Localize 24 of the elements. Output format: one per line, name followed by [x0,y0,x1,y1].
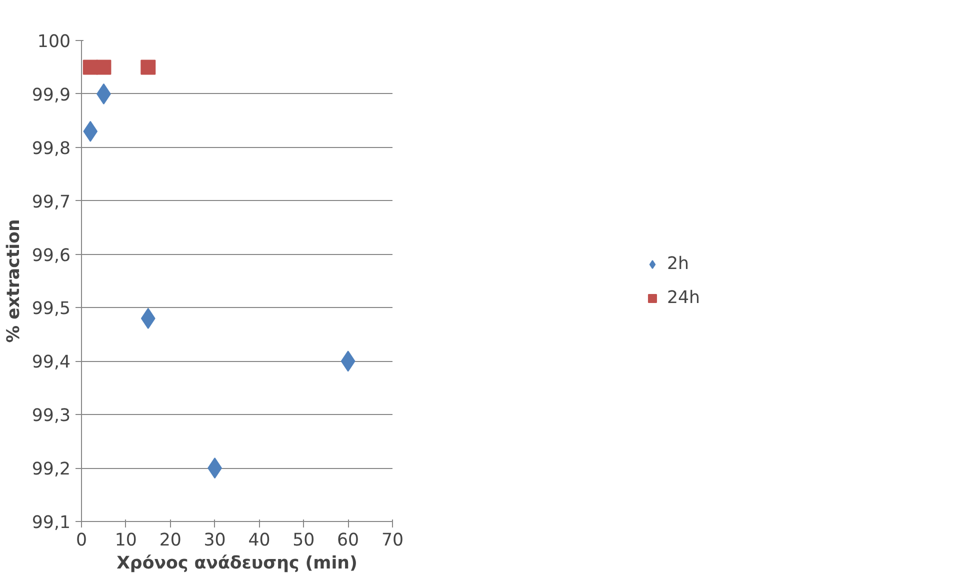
point [96,60,112,75]
x-tick-label: 70 [381,530,404,550]
y-tick-label: 99,1 [32,513,71,533]
x-tick-label: 10 [114,530,137,550]
y-tick-label: 99,3 [32,406,71,426]
y-tick-label: 99,4 [32,352,71,373]
point [140,60,156,75]
x-tick-label: 20 [159,530,182,550]
y-tick-label: 99,5 [32,299,71,320]
x-tick-label: 50 [292,530,315,550]
y-tick-label: 99,6 [32,246,71,266]
x-axis-title: Χρόνος ανάδευσης (min) [116,554,358,574]
y-tick-label: 100 [37,32,71,52]
x-tick-label: 30 [204,530,226,550]
x-tick-label: 60 [337,530,360,550]
y-tick-label: 99,7 [32,192,71,212]
y-axis-title: % extraction [4,219,24,343]
y-tick-label: 99,9 [32,85,71,106]
x-tick-label: 0 [76,530,88,550]
x-tick-label: 40 [248,530,270,550]
y-tick-label: 99,2 [32,460,71,480]
y-tick-label: 99,8 [32,138,71,159]
legend-label: 2h [666,254,689,274]
legend-label: 24h [666,288,700,308]
